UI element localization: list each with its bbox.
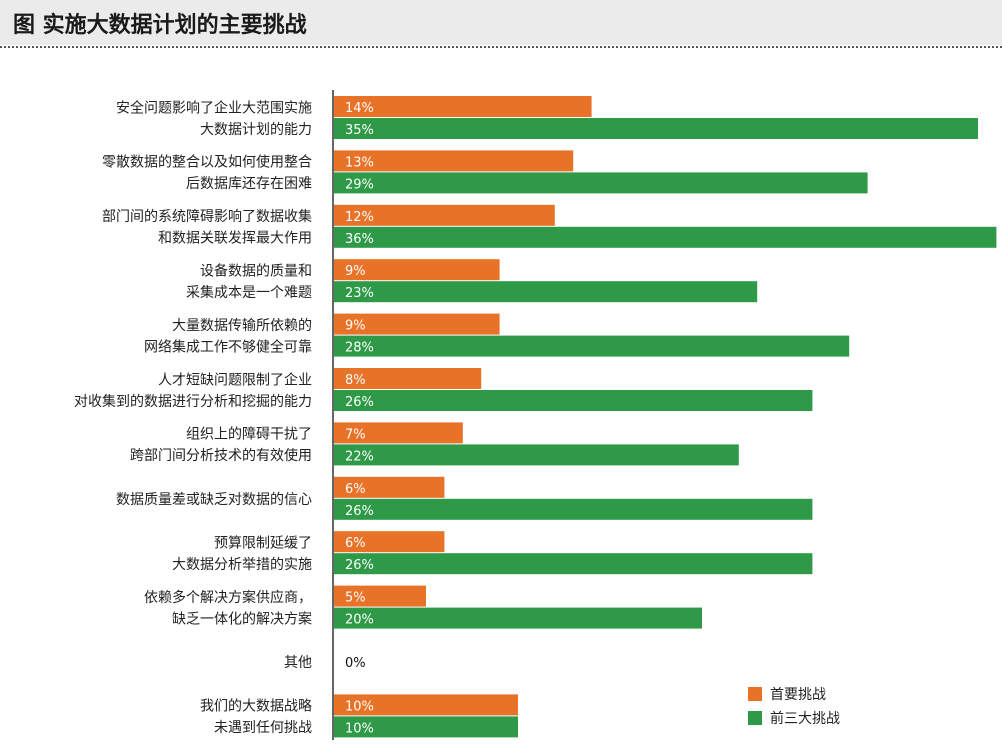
bar-label-top3: 29% [345, 177, 374, 192]
category-label: 未遇到任何挑战 [214, 720, 312, 736]
bar-label-top3: 36% [345, 232, 374, 247]
title-bar: 图 实施大数据计划的主要挑战 [0, 0, 1002, 45]
category-label: 大数据计划的能力 [200, 122, 312, 138]
bar-primary [334, 259, 500, 281]
bar-label-primary: 9% [345, 264, 366, 279]
bar-top3 [334, 335, 850, 357]
bar-top3 [334, 553, 813, 575]
category-label: 我们的大数据战略 [200, 699, 312, 715]
bar-label-top3: 28% [345, 341, 374, 356]
bar-label-top3: 26% [345, 395, 374, 410]
bar-top3 [334, 444, 739, 466]
bar-label-primary: 6% [345, 536, 366, 551]
title-divider [0, 46, 1002, 48]
bar-top3 [334, 226, 997, 248]
category-label: 大量数据传输所依赖的 [172, 318, 312, 334]
category-label: 零散数据的整合以及如何使用整合 [102, 154, 312, 171]
bar-label-primary: 13% [345, 155, 374, 170]
bar-label-primary: 9% [345, 319, 366, 334]
category-label: 设备数据的质量和 [200, 262, 312, 279]
bar-label-primary: 5% [345, 591, 366, 606]
bar-label-primary: 14% [345, 101, 374, 116]
bar-primary [334, 422, 463, 444]
bar-label-top3: 23% [345, 286, 374, 301]
bar-label-top3: 22% [345, 449, 374, 464]
category-label: 依赖多个解决方案供应商， [144, 589, 312, 606]
bar-label-top3: 35% [345, 123, 374, 138]
bar-primary [334, 585, 426, 607]
bar-primary [334, 476, 445, 498]
bar-primary [334, 313, 500, 335]
legend-label-primary: 首要挑战 [770, 687, 826, 703]
category-label: 后数据库还存在困难 [186, 176, 312, 192]
bar-primary [334, 694, 518, 716]
bar-top3 [334, 498, 813, 520]
legend-swatch-primary [748, 687, 762, 701]
bar-primary [334, 96, 592, 117]
bar-label-primary: 6% [345, 482, 366, 497]
category-label: 大数据分析举措的实施 [172, 557, 312, 573]
bar-top3 [334, 390, 813, 411]
category-label: 预算限制延缓了 [214, 535, 312, 551]
bar-label-primary: 10% [345, 699, 374, 714]
bar-top3 [334, 281, 758, 303]
bar-label-primary: 12% [345, 210, 374, 225]
bar-label-primary: 8% [345, 373, 366, 388]
bar-label-top3: 26% [345, 558, 374, 573]
zero-value-label: 0% [345, 656, 366, 671]
bar-top3 [334, 607, 702, 629]
legend-swatch-top3 [748, 711, 762, 725]
category-label: 数据质量差或缺乏对数据的信心 [116, 492, 312, 508]
category-label: 人才短缺问题限制了企业 [158, 371, 312, 388]
bar-label-top3: 20% [345, 613, 374, 628]
bar-label-top3: 26% [345, 504, 374, 519]
category-label: 网络集成工作不够健全可靠 [144, 338, 312, 355]
category-label: 缺乏一体化的解决方案 [172, 610, 312, 627]
category-label: 部门间的系统障碍影响了数据收集 [102, 208, 312, 225]
chart-title: 图 实施大数据计划的主要挑战 [13, 13, 307, 38]
bar-label-top3: 10% [345, 721, 374, 736]
category-label: 组织上的障碍干扰了 [186, 427, 312, 443]
bar-top3 [334, 118, 978, 139]
category-label: 其他 [284, 655, 312, 671]
bar-primary [334, 204, 555, 226]
bar-top3 [334, 172, 868, 194]
bar-primary [334, 150, 574, 172]
category-label: 采集成本是一个难题 [186, 284, 312, 301]
bar-primary [334, 531, 445, 553]
category-label: 对收集到的数据进行分析和挖掘的能力 [74, 393, 312, 410]
category-label: 安全问题影响了企业大范围实施 [116, 99, 312, 116]
bar-top3 [334, 716, 518, 738]
category-label: 和数据关联发挥最大作用 [158, 231, 312, 247]
category-label: 跨部门间分析技术的有效使用 [130, 447, 312, 464]
bar-label-primary: 7% [345, 427, 366, 442]
bar-primary [334, 368, 482, 389]
legend-label-top3: 前三大挑战 [770, 710, 840, 727]
